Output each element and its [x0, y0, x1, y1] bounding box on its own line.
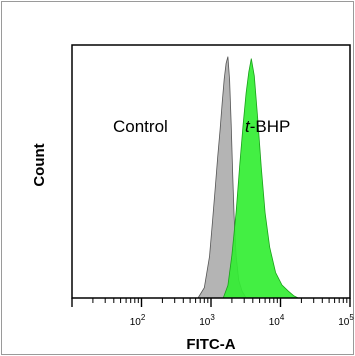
annotation-tbhp-italic: t — [245, 117, 251, 136]
x-tick-label: 103 — [199, 313, 215, 328]
annotation-tbhp-text: -BHP — [250, 117, 291, 136]
x-tick-label: 102 — [130, 313, 146, 328]
annotation-control: Control — [113, 117, 168, 136]
annotation-tbhp: t-BHP — [245, 117, 290, 136]
x-axis-label: FITC-A — [186, 336, 235, 353]
y-axis-label: Count — [31, 143, 48, 186]
series-t-bhp — [222, 58, 299, 299]
x-tick-label: 104 — [269, 313, 285, 328]
x-tick-label: 105 — [338, 313, 354, 328]
